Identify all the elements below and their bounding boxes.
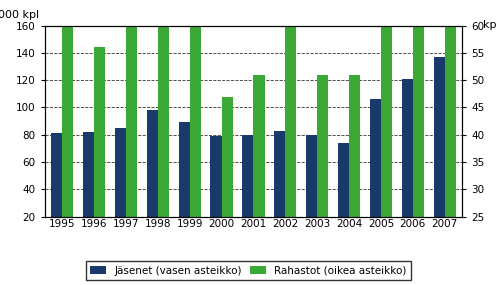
Bar xyxy=(274,131,285,244)
Bar xyxy=(190,4,201,244)
Bar xyxy=(178,123,190,244)
Bar xyxy=(413,0,424,244)
Y-axis label: kpl: kpl xyxy=(483,20,497,30)
Bar xyxy=(158,4,169,244)
Bar xyxy=(306,135,317,244)
Bar xyxy=(285,26,297,244)
Bar xyxy=(51,133,62,244)
Legend: Jäsenet (vasen asteikko), Rahastot (oikea asteikko): Jäsenet (vasen asteikko), Rahastot (oike… xyxy=(86,261,411,280)
Bar xyxy=(147,110,158,244)
Bar xyxy=(402,79,413,244)
Bar xyxy=(62,26,74,244)
Bar xyxy=(381,0,392,244)
Bar xyxy=(94,48,105,244)
Bar xyxy=(222,97,233,244)
Bar xyxy=(253,75,264,244)
Bar xyxy=(370,99,381,244)
Y-axis label: 1000 kpl: 1000 kpl xyxy=(0,10,40,20)
Bar xyxy=(243,135,253,244)
Bar xyxy=(349,75,360,244)
Bar xyxy=(115,128,126,244)
Bar xyxy=(126,0,137,244)
Bar xyxy=(445,0,456,244)
Bar xyxy=(317,75,329,244)
Bar xyxy=(210,136,222,244)
Bar xyxy=(83,132,94,244)
Bar xyxy=(338,143,349,244)
Bar xyxy=(433,57,445,244)
